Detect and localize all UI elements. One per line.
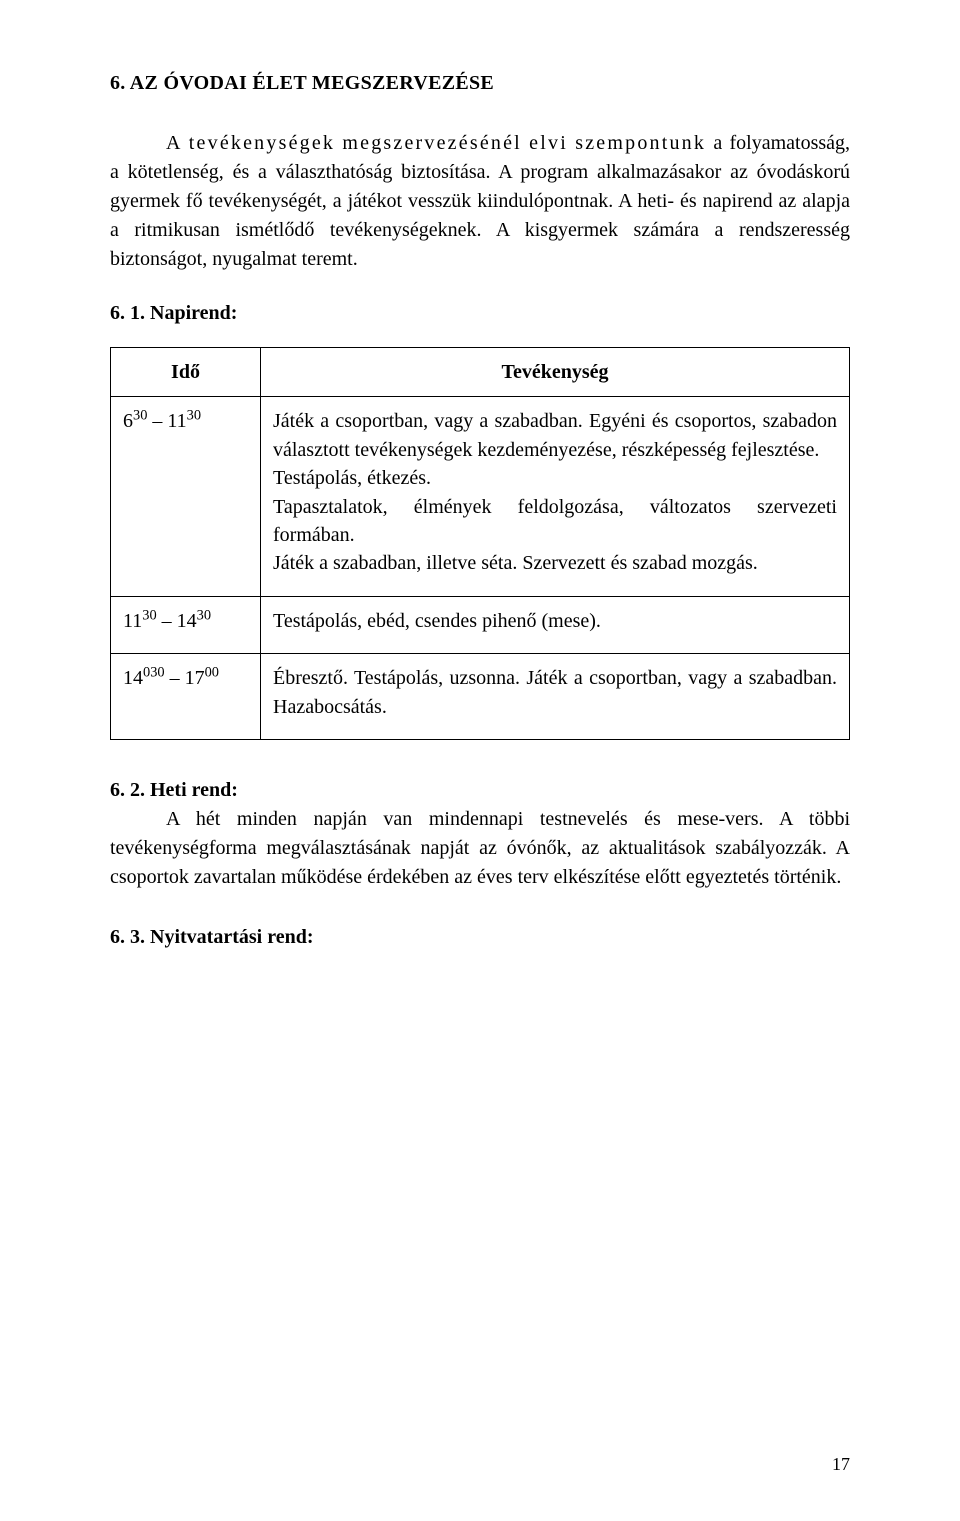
cell-time-2: 14030 – 1700 [111,654,261,740]
hetirend-text: A hét minden napján van mindennapi testn… [110,808,850,888]
cell-time-1: 1130 – 1430 [111,596,261,653]
nyitvatartasi-heading: 6. 3. Nyitvatartási rend: [110,926,314,948]
hetirend-section: 6. 2. Heti rend: [110,776,850,805]
table-row: 1130 – 1430 Testápolás, ebéd, csendes pi… [111,596,850,653]
page-number: 17 [832,1454,850,1475]
table-row: 14030 – 1700 Ébresztő. Testápolás, uzson… [111,654,850,740]
cell-time-0: 630 – 1130 [111,397,261,596]
table-row: 630 – 1130 Játék a csoportban, vagy a sz… [111,397,850,596]
napirend-heading: 6. 1. Napirend: [110,302,850,325]
cell-activity-2: Ébresztő. Testápolás, uzsonna. Játék a c… [261,654,850,740]
header-time: Idő [111,348,261,397]
header-activity: Tevékenység [261,348,850,397]
nyitvatartasi-heading-wrap: 6. 3. Nyitvatartási rend: [110,926,850,949]
intro-leading: A tevékenységek megszervezésénél elvi sz… [166,132,724,154]
section-heading-6: 6. AZ ÓVODAI ÉLET MEGSZERVEZÉSE [110,72,850,95]
hetirend-body: A hét minden napján van mindennapi testn… [110,805,850,892]
intro-paragraph: A tevékenységek megszervezésénél elvi sz… [110,129,850,274]
cell-activity-0: Játék a csoportban, vagy a szabadban. Eg… [261,397,850,596]
hetirend-label: 6. 2. Heti rend: [110,779,238,801]
table-header-row: Idő Tevékenység [111,348,850,397]
cell-activity-1: Testápolás, ebéd, csendes pihenő (mese). [261,596,850,653]
schedule-table: Idő Tevékenység 630 – 1130 Játék a csopo… [110,347,850,740]
document-page: 6. AZ ÓVODAI ÉLET MEGSZERVEZÉSE A tevéke… [0,0,960,1521]
